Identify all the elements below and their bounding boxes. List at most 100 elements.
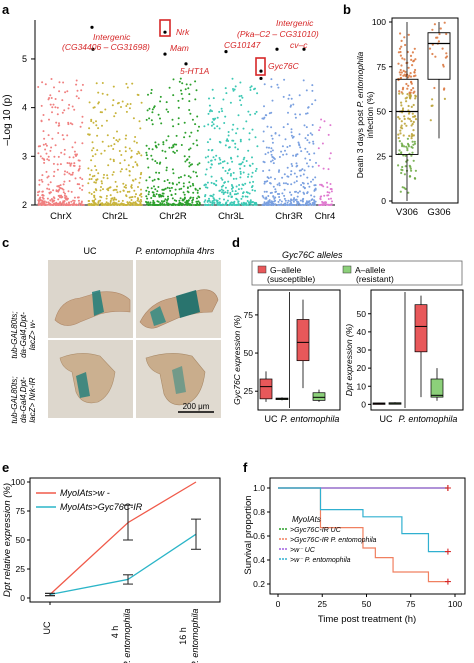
a-point — [184, 203, 187, 206]
a-point — [138, 152, 141, 155]
a-point — [180, 187, 183, 190]
a-point — [270, 201, 273, 204]
a-point — [159, 95, 162, 98]
a-point — [313, 199, 316, 202]
a-point — [209, 138, 212, 141]
b-point — [403, 173, 406, 176]
b-point — [404, 154, 407, 157]
f-legend-label-1: >Gyc76C-IR P. entomophila — [290, 537, 377, 544]
a-point — [226, 191, 229, 194]
a-point — [231, 77, 234, 80]
a-point — [205, 168, 208, 171]
a-point — [45, 201, 48, 204]
f-xtick-label: 25 — [318, 599, 328, 609]
a-point — [293, 204, 296, 206]
d-ytick-label: 40 — [357, 327, 367, 337]
a-point — [321, 203, 324, 206]
a-point — [80, 201, 83, 204]
panel-f-legend: >Gyc76C-IR UC >Gyc76C-IR P. entomophila >w… — [279, 527, 377, 564]
a-point — [45, 170, 48, 173]
a-point — [284, 138, 287, 141]
a-point — [242, 171, 245, 174]
a-point — [219, 162, 222, 165]
a-point — [59, 196, 61, 199]
a-point — [249, 113, 252, 116]
a-point — [265, 201, 268, 204]
a-point — [242, 203, 245, 206]
a-point — [112, 199, 115, 201]
legend-e-w-label: MyoIAts>w - — [60, 488, 110, 498]
a-point — [64, 192, 66, 195]
a-point — [137, 198, 140, 201]
a-point — [231, 195, 233, 198]
e-xtick-16h: 16 h — [178, 627, 188, 645]
b-point — [410, 120, 413, 123]
a-point — [314, 99, 317, 102]
a-point — [96, 178, 99, 181]
a-point — [213, 202, 216, 205]
a-point — [178, 204, 181, 206]
a-point — [92, 121, 95, 124]
a-point — [138, 194, 141, 197]
a-point — [50, 146, 53, 149]
a-point — [230, 184, 233, 186]
a-point — [178, 80, 181, 83]
b-point — [402, 86, 405, 89]
a-point — [192, 142, 195, 145]
a-point — [218, 140, 221, 143]
a-point — [95, 124, 98, 127]
a-point — [57, 132, 60, 134]
panel-a-letter: a — [2, 2, 10, 17]
a-point — [231, 201, 234, 204]
a-point — [244, 202, 247, 205]
a-point — [313, 152, 316, 155]
a-point — [81, 83, 84, 86]
b-point — [414, 95, 417, 98]
a-point — [294, 113, 297, 116]
a-point — [91, 199, 94, 202]
a-point — [68, 172, 71, 175]
legend-g-allele-label: G–allele — [270, 265, 301, 275]
a-point — [242, 201, 245, 204]
b-point — [431, 104, 434, 107]
a-point — [94, 181, 97, 184]
a-point — [312, 204, 315, 206]
b-point — [431, 98, 434, 101]
a-point — [219, 203, 222, 206]
d-ytick-label: 50 — [244, 348, 254, 358]
b-point — [407, 33, 410, 36]
a-point — [329, 183, 332, 185]
a-point — [215, 154, 218, 157]
a-point — [206, 204, 209, 206]
a-point — [115, 139, 118, 142]
a-point — [106, 177, 109, 180]
a-point — [189, 185, 192, 188]
a-point — [188, 93, 191, 96]
a-point — [41, 196, 44, 199]
a-point — [180, 176, 182, 178]
a-point — [303, 187, 306, 190]
a-point — [221, 160, 224, 163]
a-point — [254, 136, 257, 139]
a-point — [63, 148, 66, 151]
a-point — [277, 200, 280, 203]
a-point — [290, 134, 293, 137]
a-point — [213, 127, 216, 130]
a-point — [283, 188, 286, 191]
a-point — [237, 203, 240, 206]
a-point — [209, 166, 212, 169]
a-point — [181, 82, 184, 85]
a-point — [290, 97, 293, 100]
a-highlight-point — [184, 62, 188, 66]
a-point — [137, 204, 140, 206]
a-point — [216, 125, 219, 128]
b-point — [397, 116, 400, 119]
a-point — [192, 184, 195, 187]
a-point — [66, 162, 69, 164]
a-point — [69, 122, 72, 125]
a-point — [236, 192, 239, 195]
a-point — [270, 150, 272, 153]
a-point — [311, 165, 314, 168]
annot-nrk: Nrk — [176, 27, 190, 37]
b-point — [402, 134, 405, 137]
